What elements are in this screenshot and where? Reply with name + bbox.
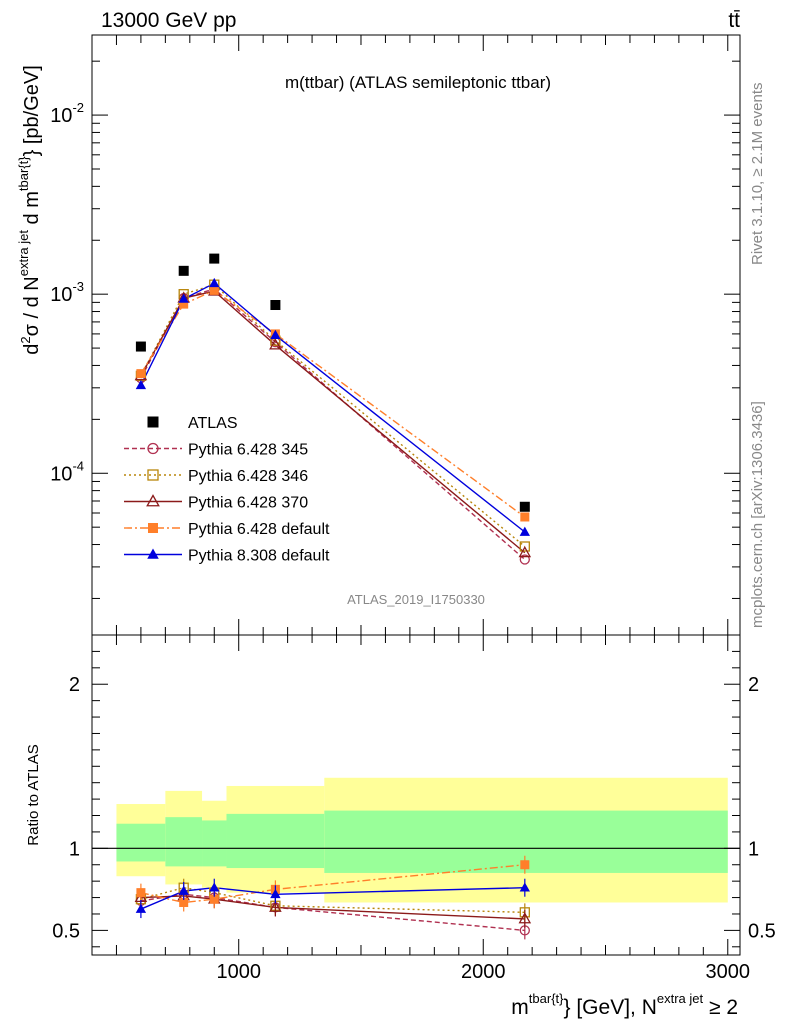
ratio-point-pythia-8-308-default [519,882,530,892]
point-pythia-8-308-default [135,379,147,390]
point-atlas [519,501,530,512]
point-atlas [270,300,281,311]
ratio-line-pythia-6-428-default [140,864,525,904]
x-tick-label: 1000 [216,961,261,983]
legend-marker [147,548,159,559]
ratio-plot-area [92,777,740,940]
y-tick-label: 10-2 [50,100,84,127]
legend-label: ATLAS [188,415,238,432]
point-pythia-6-428-370 [518,545,532,558]
point-atlas [209,253,220,264]
uncertainty-band-stat [226,813,325,869]
ratio-point-pythia-6-428-370 [518,912,532,924]
point-pythia-6-428-default [520,512,530,522]
main-panel: 10-4 10-3 10-2 m(ttbar) (ATLAS semileptoni… [16,34,741,636]
point-pythia-8-308-default [178,293,189,303]
series-line-pythia-6-428-346 [140,283,526,548]
ratio-y-axis-label: Ratio to ATLAS [25,744,42,845]
legend-label: Pythia 8.308 default [188,548,330,565]
ratio-y-tick-label-right: 2 [748,674,759,696]
legend-label: Pythia 6.428 345 [188,442,308,459]
ratio-panel: 0.5 0.5 1 1 2 2 1000 2000 3000 Ratio to ATLAS mt… [25,634,776,1019]
legend-marker [147,416,159,428]
legend-marker [148,523,158,533]
point-pythia-6-428-default [136,369,146,379]
x-tick-label: 3000 [706,961,751,983]
y-tick-label: 10-4 [50,458,84,485]
point-pythia-6-428-default [209,285,219,295]
rivet-version-text: Rivet 3.1.10, ≥ 2.1M events [749,83,766,266]
legend: ATLAS Pythia 6.428 345 Pythia 6.428 346 Pyt… [124,415,330,565]
legend-label: Pythia 6.428 370 [188,495,308,512]
uncertainty-band-stat [202,820,227,867]
ratio-point-pythia-8-308-default [135,903,147,913]
point-pythia-8-308-default [270,329,281,340]
process-label: tt̄ [728,9,740,32]
ratio-y-tick-label: 1 [69,838,80,860]
ratio-point-pythia-6-428-default [520,860,530,870]
point-pythia-8-308-default [519,526,530,536]
ratio-y-tick-label-right: 1 [748,838,759,860]
ratio-frame [91,634,741,956]
y-tick-label: 10-3 [50,279,84,306]
main-frame [91,34,741,636]
main-y-ticks: 10-4 10-3 10-2 [50,35,740,635]
point-pythia-6-428-345 [519,554,530,565]
legend-marker [147,442,159,455]
legend-marker [147,469,159,481]
main-plot-area [134,253,532,565]
ratio-ticks: 0.5 0.5 1 1 2 2 1000 2000 3000 [52,635,776,983]
ratio-point-pythia-6-428-default [209,894,219,904]
point-pythia-6-428-default [179,299,189,309]
collision-label: 13000 GeV pp [101,9,236,32]
watermark: ATLAS_2019_I1750330 [347,592,485,607]
point-atlas [178,265,189,276]
ratio-point-pythia-8-308-default [270,888,281,899]
x-axis-label: mtbar{t}} [GeV], Nextra jet ≥ 2 [511,991,738,1019]
main-y-axis-label: d2σ / d Nextra jet d mtbar{t}} [pb/GeV] [16,65,43,355]
ratio-point-pythia-6-428-default [136,888,146,898]
ratio-y-tick-label-right: 0.5 [748,920,776,942]
point-pythia-8-308-default [209,277,220,288]
uncertainty-band-stat [116,823,166,862]
uncertainty-band-stat [165,817,203,867]
point-pythia-6-428-346 [519,541,530,552]
ratio-point-pythia-6-428-370 [269,900,282,912]
ratio-point-pythia-8-308-default [178,885,189,895]
legend-marker [146,494,160,507]
main-title: m(ttbar) (ATLAS semileptonic ttbar) [285,73,551,92]
ratio-point-pythia-6-428-default [179,897,189,907]
ratio-y-tick-label: 2 [69,674,80,696]
legend-label: Pythia 6.428 346 [188,468,308,485]
point-pythia-6-428-370 [269,338,282,350]
ratio-point-pythia-8-308-default [209,882,220,892]
mcplots-source-text: mcplots.cern.ch [arXiv:1306.3436] [749,401,766,628]
x-tick-label: 2000 [461,961,506,983]
ratio-y-tick-label: 0.5 [52,920,80,942]
point-atlas [135,341,146,352]
legend-label: Pythia 6.428 default [188,521,330,538]
